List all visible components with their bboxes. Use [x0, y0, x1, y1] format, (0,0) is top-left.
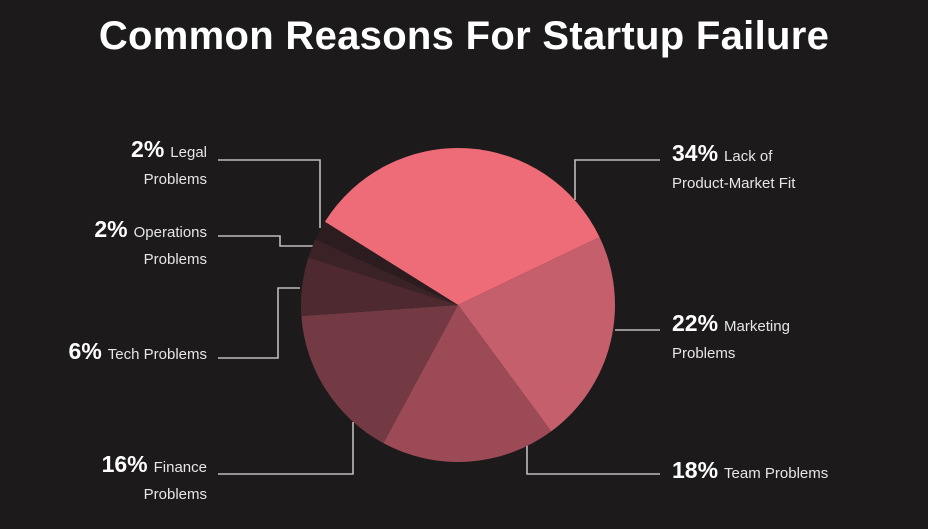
- category-label: Lack of Product-Market Fit: [672, 148, 796, 192]
- pie-slice: [458, 237, 615, 432]
- category-label: Marketing Problems: [672, 318, 790, 362]
- percentage-label: 22%: [672, 310, 719, 336]
- pie-slice: [301, 257, 458, 316]
- slice-label: 2% Legal Problems: [67, 136, 207, 193]
- category-label: Operations Problems: [133, 224, 207, 268]
- category-label: Legal Problems: [143, 144, 207, 188]
- pie-slice: [324, 148, 600, 305]
- pie-slice: [308, 239, 458, 305]
- percentage-label: 34%: [672, 140, 719, 166]
- slice-label: 18% Team Problems: [672, 457, 832, 487]
- percentage-label: 2%: [131, 136, 165, 162]
- percentage-label: 2%: [94, 216, 128, 242]
- pie-slice: [383, 305, 552, 463]
- category-label: Team Problems: [724, 465, 829, 482]
- leader-line: [526, 440, 660, 475]
- leader-line: [574, 159, 660, 200]
- leader-line: [218, 159, 321, 228]
- category-label: Finance Problems: [143, 459, 207, 503]
- slice-label: 16% Finance Problems: [67, 451, 207, 508]
- slice-label: 34% Lack of Product-Market Fit: [672, 140, 832, 197]
- pie-slice: [315, 221, 458, 305]
- percentage-label: 16%: [101, 451, 148, 477]
- leader-line: [218, 235, 313, 247]
- leader-line: [218, 287, 300, 359]
- chart-title: Common Reasons For Startup Failure: [98, 14, 830, 58]
- category-label: Tech Problems: [107, 346, 207, 363]
- percentage-label: 6%: [68, 338, 102, 364]
- percentage-label: 18%: [672, 457, 719, 483]
- slice-label: 2% Operations Problems: [67, 216, 207, 273]
- pie-slice: [301, 305, 458, 444]
- slice-label: 6% Tech Problems: [67, 338, 207, 368]
- leader-lines: [218, 159, 660, 475]
- leader-line: [218, 422, 354, 475]
- slice-label: 22% Marketing Problems: [672, 310, 832, 367]
